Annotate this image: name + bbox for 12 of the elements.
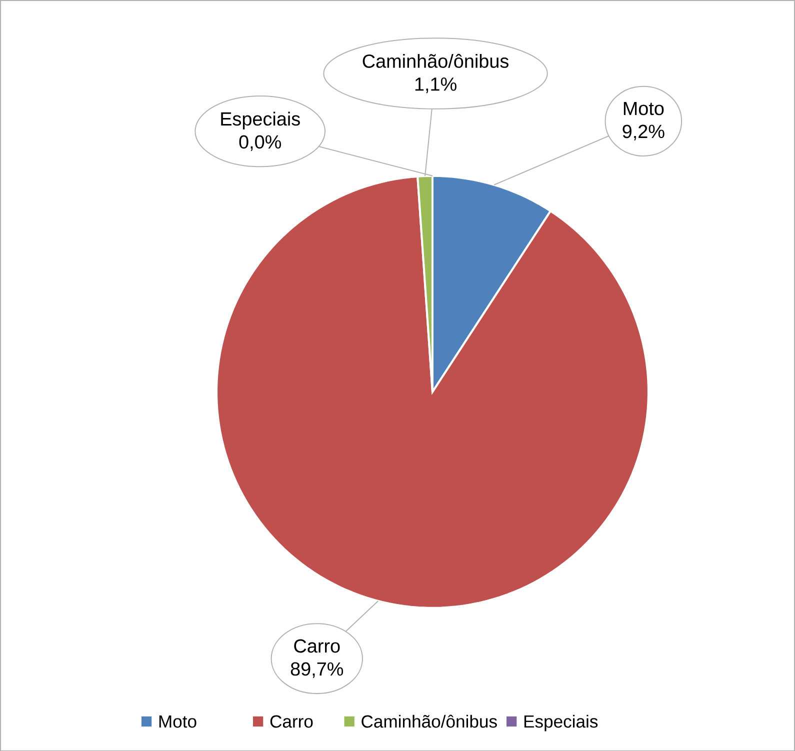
data-label: 9,2% (622, 124, 664, 140)
text: 0,0% (239, 135, 281, 151)
slice-label: Carro (294, 639, 340, 653)
data-label: 89,7% (290, 662, 344, 678)
legend-label: Caminhão/ônibus (362, 714, 497, 728)
legend-label: Moto (159, 715, 196, 728)
slice-label: Moto (624, 102, 664, 115)
data-label: 1,1% (415, 77, 456, 93)
legend-label: Carro (270, 715, 313, 728)
slice-label: Caminhão/ônibus (362, 54, 508, 68)
legend-label: Especiais (524, 714, 598, 732)
category-label: Especiais (221, 112, 300, 130)
